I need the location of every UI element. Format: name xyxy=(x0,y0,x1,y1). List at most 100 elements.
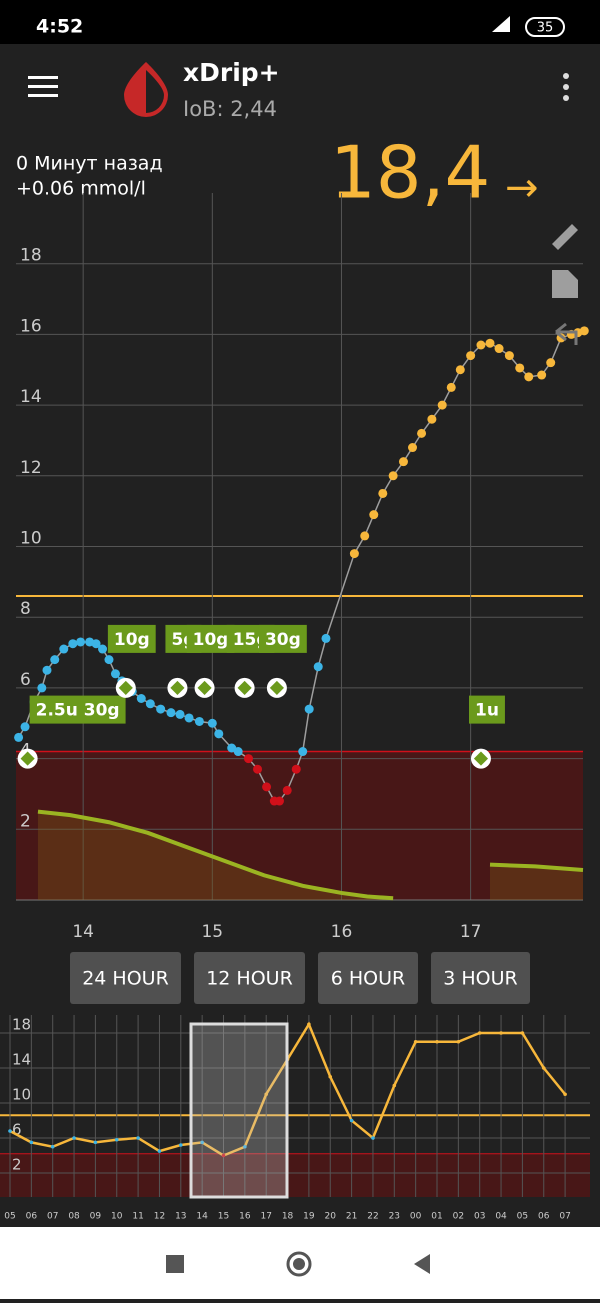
undo-icon[interactable] xyxy=(555,322,578,345)
preview-x-label: 15 xyxy=(218,1212,229,1222)
glucose-point xyxy=(398,457,408,467)
recents-button[interactable] xyxy=(166,1255,184,1273)
glucose-point xyxy=(175,709,185,719)
range-button-label[interactable]: 12 HOUR xyxy=(206,968,293,990)
preview-x-label: 06 xyxy=(26,1212,38,1222)
treatment-label-bg xyxy=(107,624,156,653)
range-button[interactable] xyxy=(194,952,305,1004)
treatment-label: 10g xyxy=(193,630,229,650)
battery-icon xyxy=(525,17,565,37)
y-tick-label: 2 xyxy=(20,811,31,831)
glucose-point xyxy=(378,488,388,498)
preview-point xyxy=(563,1092,567,1097)
preview-x-label: 09 xyxy=(90,1212,102,1222)
range-button[interactable] xyxy=(70,952,181,1004)
glucose-point xyxy=(233,747,243,757)
glucose-point xyxy=(427,414,437,424)
reading-age: 0 Минут назад xyxy=(16,153,163,175)
preview-x-label: 13 xyxy=(175,1212,186,1222)
glucose-point xyxy=(136,694,146,704)
glucose-point xyxy=(68,639,78,649)
glucose-point xyxy=(485,338,495,348)
preview-point xyxy=(93,1140,98,1145)
back-button[interactable] xyxy=(414,1254,430,1274)
note-icon[interactable] xyxy=(552,270,578,298)
treatment-label: 1u xyxy=(475,701,499,721)
treatment-label-bg xyxy=(186,624,235,653)
glucose-point xyxy=(466,351,476,361)
glucose-point xyxy=(546,358,556,368)
preview-x-label: 14 xyxy=(196,1212,208,1222)
glucose-point xyxy=(455,365,465,375)
preview-x-label: 16 xyxy=(239,1212,251,1222)
activity-line xyxy=(489,862,584,872)
preview-point xyxy=(179,1143,183,1147)
y-tick-label: 18 xyxy=(20,246,42,266)
range-button-label[interactable]: 6 HOUR xyxy=(331,968,405,990)
glucose-point xyxy=(76,637,86,647)
treatment-label-bg xyxy=(258,624,307,653)
preview-point xyxy=(157,1149,162,1153)
low-zone xyxy=(16,751,583,900)
more-icon[interactable] xyxy=(563,73,569,101)
range-button-label[interactable]: 3 HOUR xyxy=(443,968,517,990)
treatment-diamond xyxy=(118,680,133,695)
glucose-point xyxy=(515,363,525,373)
glucose-point xyxy=(243,754,253,764)
calibrate-icon[interactable] xyxy=(552,224,578,250)
preview-x-label: 07 xyxy=(47,1212,58,1222)
glucose-point xyxy=(476,340,486,350)
range-button-label[interactable]: 24 HOUR xyxy=(82,968,169,990)
menu-icon[interactable] xyxy=(28,76,58,97)
glucose-point xyxy=(437,400,447,410)
glucose-point xyxy=(388,471,398,481)
x-tick-label: 15 xyxy=(201,922,223,942)
home-button[interactable] xyxy=(286,1251,312,1277)
preview-x-label: 19 xyxy=(303,1212,315,1222)
glucose-point xyxy=(446,382,456,392)
preview-x-label: 04 xyxy=(495,1212,507,1222)
preview-point xyxy=(29,1140,34,1145)
treatment-label: 10g xyxy=(114,630,150,650)
preview-chart: 2 6 10 14 18 05 06 07 08 09 10 11 12 13 14 15 16 17 18 19 20… xyxy=(0,1015,590,1222)
glucose-point xyxy=(145,699,155,709)
preview-x-label: 01 xyxy=(431,1212,442,1222)
preview-x-label: 07 xyxy=(559,1212,570,1222)
glucose-point xyxy=(253,764,263,774)
preview-window[interactable] xyxy=(189,1022,289,1199)
preview-x-label: 08 xyxy=(68,1212,80,1222)
preview-x-label: 22 xyxy=(367,1212,378,1222)
glucose-point xyxy=(579,326,589,336)
preview-point xyxy=(264,1092,269,1097)
y-tick-label: 8 xyxy=(20,599,31,619)
preview-x-label: 20 xyxy=(325,1212,337,1222)
preview-point xyxy=(307,1022,311,1027)
preview-x-label: 03 xyxy=(474,1212,485,1222)
glucose-point xyxy=(313,662,323,672)
main-chart: 24681012141618141516172.5u 30g10g5g10g15… xyxy=(14,193,589,942)
preview-point xyxy=(392,1083,397,1088)
glucose-point xyxy=(262,782,272,792)
glucose-point xyxy=(110,669,120,679)
preview-x-label: 12 xyxy=(154,1212,165,1222)
preview-y-label: 6 xyxy=(12,1121,22,1139)
glucose-point xyxy=(50,655,60,665)
glucose-point xyxy=(14,732,24,742)
glucose-point xyxy=(37,683,47,693)
glucose-point xyxy=(184,713,194,723)
treatment-diamond xyxy=(237,680,252,695)
range-button[interactable] xyxy=(431,952,530,1004)
glucose-point xyxy=(42,665,52,675)
preview-point xyxy=(8,1129,12,1133)
treatment-label-bg xyxy=(29,695,126,724)
reading-value: 18,4 xyxy=(330,131,490,215)
glucose-point xyxy=(98,644,108,654)
preview-y-label: 14 xyxy=(12,1051,31,1069)
treatment-diamond xyxy=(269,680,284,695)
glucose-point xyxy=(504,351,514,361)
preview-point xyxy=(328,1074,333,1079)
y-tick-label: 10 xyxy=(20,529,42,549)
preview-x-label: 17 xyxy=(260,1212,271,1222)
status-time: 4:52 xyxy=(36,16,83,38)
range-button[interactable] xyxy=(318,952,418,1004)
